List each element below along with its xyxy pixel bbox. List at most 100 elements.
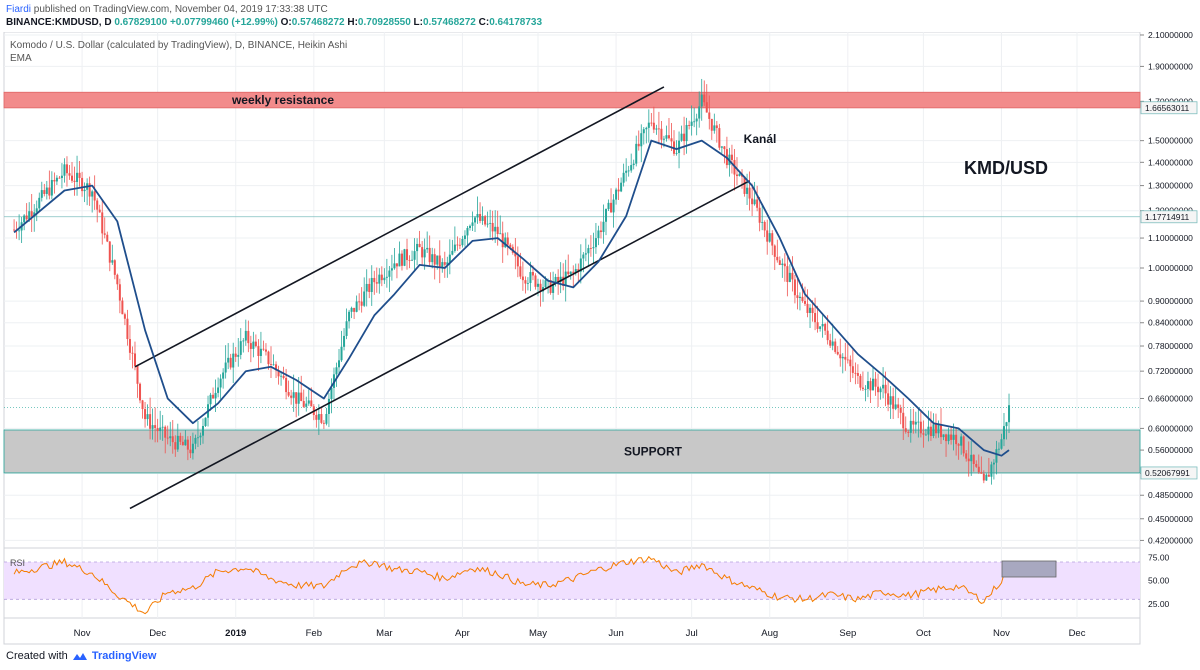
- candle-down: [131, 352, 134, 354]
- channel-lines: [129, 86, 750, 510]
- price-tag-box: [1140, 466, 1198, 480]
- candle-up: [864, 388, 867, 390]
- candle-down: [650, 122, 653, 124]
- candle-up: [841, 356, 844, 359]
- low-label: L:: [413, 17, 423, 28]
- rsi-tick-label: 75.00: [1148, 552, 1170, 562]
- candle-down: [509, 244, 512, 247]
- candle-down: [133, 353, 136, 366]
- candle-up: [952, 434, 955, 440]
- candle-up: [612, 199, 615, 213]
- candle-up: [604, 209, 608, 222]
- candle-down: [275, 364, 278, 371]
- candle-down: [874, 378, 877, 387]
- candle-down: [688, 124, 691, 126]
- candle-up: [45, 187, 48, 194]
- candle-up: [35, 208, 38, 213]
- candle-up: [597, 230, 600, 239]
- x-tick-label: May: [529, 628, 547, 639]
- candle-down: [315, 415, 318, 420]
- candle-up: [196, 437, 199, 439]
- candle-down: [617, 189, 620, 192]
- candle-down: [443, 262, 446, 265]
- candle-up: [574, 269, 577, 274]
- y-tick-label: 0.60000000: [1148, 423, 1193, 433]
- channel-upper-line: [134, 86, 665, 368]
- candle-down: [824, 323, 827, 331]
- y-tick-label: 1.00000000: [1148, 263, 1193, 273]
- candle-down: [705, 102, 708, 113]
- candle-up: [768, 233, 771, 242]
- candle-down: [836, 351, 839, 355]
- candle-down: [786, 266, 789, 282]
- candle-up: [50, 179, 53, 196]
- candle-up: [529, 272, 532, 283]
- candle-up: [91, 191, 94, 197]
- candle-down: [912, 420, 915, 425]
- tradingview-link[interactable]: TradingView: [91, 650, 157, 662]
- candle-up: [305, 403, 308, 407]
- candle-up: [584, 253, 587, 255]
- candle-down: [171, 436, 174, 443]
- candle-up: [350, 307, 353, 312]
- candle-down: [514, 252, 517, 257]
- candle-down: [524, 280, 527, 284]
- candle-down: [660, 128, 663, 140]
- candle-up: [176, 435, 179, 450]
- candle-down: [771, 233, 774, 246]
- candle-up: [385, 276, 388, 278]
- candle-down: [262, 348, 265, 350]
- candle-down: [428, 247, 431, 263]
- candle-down: [975, 463, 978, 467]
- candle-up: [625, 170, 628, 173]
- candle-up: [423, 249, 426, 258]
- candle-down: [539, 283, 542, 292]
- candle-down: [395, 263, 398, 267]
- close-label: C:: [478, 17, 490, 28]
- candle-up: [1008, 405, 1011, 423]
- candle-down: [295, 392, 298, 404]
- candle-down: [572, 271, 575, 274]
- candle-up: [436, 255, 439, 265]
- close-value: 0.64178733: [489, 17, 543, 28]
- candle-down: [101, 212, 104, 234]
- candle-down: [743, 176, 746, 194]
- candle-up: [1005, 422, 1008, 427]
- candle-down: [373, 277, 376, 283]
- rsi-highlight-box: [1001, 560, 1057, 578]
- candle-up: [615, 189, 618, 200]
- candle-down: [751, 198, 754, 205]
- candle-down: [368, 283, 371, 293]
- candle-down: [778, 260, 781, 265]
- candle-down: [849, 359, 852, 367]
- candle-up: [398, 253, 401, 267]
- author-link[interactable]: Fiardi: [6, 4, 32, 15]
- axes-layer: 2.10000000 1.90000000 1.70000000 1.50000000…: [74, 32, 1198, 639]
- price-chart[interactable]: weekly resistance SUPPORT 2.10000000 1.900…: [0, 32, 1200, 646]
- candle-up: [446, 262, 449, 265]
- candle-up: [997, 448, 1000, 450]
- candle-up: [23, 215, 26, 223]
- candle-down: [940, 424, 943, 438]
- candle-down: [577, 269, 580, 272]
- candle-down: [126, 318, 129, 340]
- candle-up: [695, 118, 698, 122]
- footer: Created with TradingView: [6, 650, 156, 662]
- candle-up: [579, 258, 582, 272]
- candle-down: [144, 409, 147, 420]
- x-tick-label: Dec: [1069, 628, 1086, 639]
- candle-up: [960, 436, 963, 446]
- candle-down: [934, 424, 937, 434]
- candle-up: [700, 94, 703, 107]
- candle-up: [990, 464, 993, 477]
- candle-down: [723, 146, 726, 150]
- candle-down: [950, 434, 953, 440]
- candle-down: [557, 276, 560, 283]
- candle-down: [96, 200, 99, 210]
- candle-up: [942, 434, 945, 438]
- tradingview-logo-icon: [72, 652, 87, 660]
- y-tick-label: 1.30000000: [1148, 181, 1193, 191]
- candle-down: [955, 434, 958, 445]
- candle-down: [254, 341, 257, 347]
- high-value: 0.70928550: [357, 17, 411, 28]
